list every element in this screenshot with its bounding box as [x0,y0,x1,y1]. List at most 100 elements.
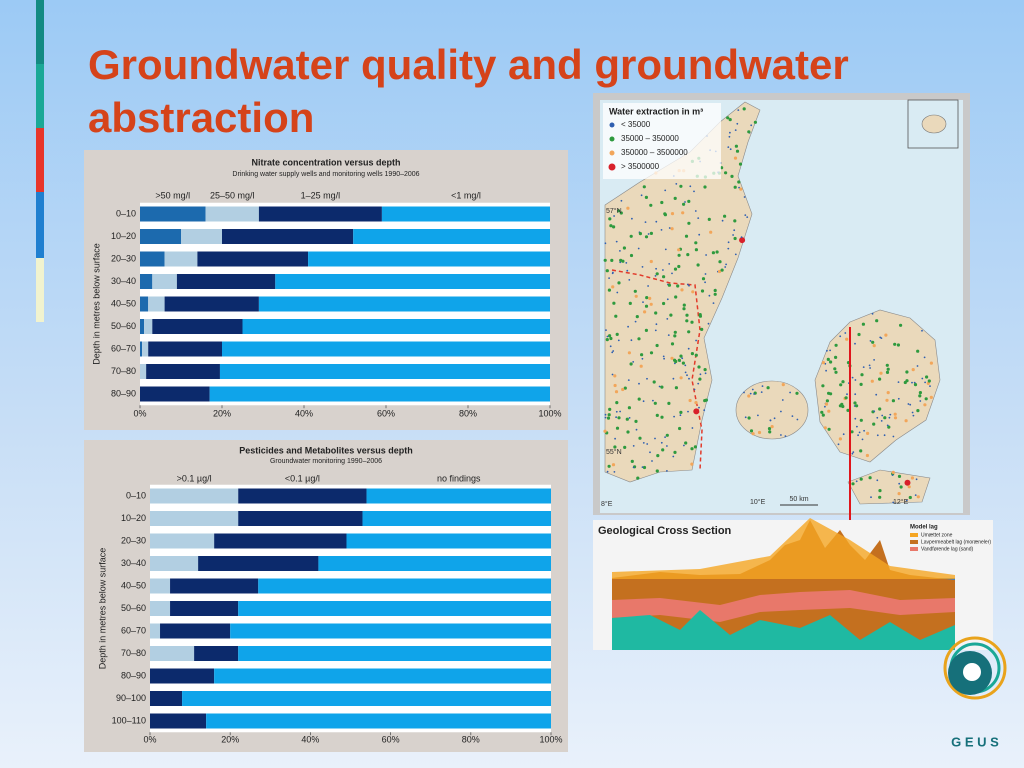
chart-subtitle: Groundwater monitoring 1990–2006 [270,458,382,465]
map-dot [709,230,713,234]
map-dot [634,294,638,298]
map-dot [703,409,706,412]
map-dot [677,358,681,362]
map-dot [749,429,754,433]
map-dot [642,400,645,403]
map-dot [613,383,617,388]
map-dot [713,288,717,293]
lon-label: 8°E [601,500,613,508]
map-dot [860,373,864,377]
map-dot [908,495,912,500]
map-dot [615,332,619,336]
map-dot [891,399,896,403]
map-dot [666,318,669,320]
map-dot [734,253,737,256]
map-dot [727,247,730,250]
map-dot [671,272,673,275]
map-dot [647,233,650,235]
map-dot [884,333,888,337]
map-dot [620,199,623,202]
map-dot [826,349,828,352]
map-dot [639,364,643,368]
map-dot [688,377,690,380]
map-dot [619,258,623,262]
map-dot [729,131,731,134]
bar-segment [366,488,551,504]
logo: G E U S [943,636,1007,749]
map-dot [749,392,752,395]
bar-segment [146,364,220,379]
map-dot [682,202,686,206]
map-dot [827,427,831,431]
map-dot [827,409,831,413]
map-dot [662,269,664,271]
chart-title: Nitrate concentration versus depth [251,157,400,167]
map-dot [626,430,630,434]
map-dot [670,227,674,231]
map-dot [898,482,901,485]
x-tick-label: 60% [382,734,400,744]
map-dot [654,311,658,315]
map-dot [821,413,825,417]
map-dot [905,370,909,374]
map-dot [636,476,640,480]
map-dot [646,443,649,445]
map-dot [916,495,920,499]
y-tick-label: 70–80 [111,366,136,376]
bar-segment [140,296,149,312]
map-dot [613,471,616,473]
map-dot [734,129,737,132]
map-dot [655,413,659,417]
map-dot [612,301,616,305]
map-dot [751,432,755,436]
map-dot [703,185,707,189]
map-dot [885,363,889,367]
map-dot [918,391,923,395]
map-dot [611,351,614,354]
map-dot [713,292,717,296]
land [735,380,809,440]
map-dot [889,413,892,416]
legend-label: 25–50 mg/l [210,190,255,200]
map-dot [693,388,696,391]
map-dot [897,492,901,496]
map-dot [691,427,694,429]
map-dot [637,397,641,401]
map-dot [903,380,907,385]
map-dot [886,367,890,371]
map-dot [753,120,758,124]
map-dot [673,334,677,338]
map-dot [853,401,857,405]
map-dot [795,391,799,395]
map-dot [923,403,927,407]
legend-label: <0.1 µg/l [285,473,320,483]
bar-segment [197,251,309,267]
map-dot [733,236,737,241]
y-tick-label: 10–20 [111,231,136,241]
map-dot [693,445,698,449]
map-dot [683,444,685,447]
map-dot [682,303,686,307]
map-dot [891,474,894,476]
map-dot [820,410,824,414]
map-dot [655,323,658,326]
map-dot [698,233,701,236]
map-dot [685,319,689,323]
x-tick-label: 100% [539,734,562,744]
map-dot [916,349,920,353]
map-dot [893,416,898,420]
map-dot [658,385,661,388]
bar-segment [150,578,171,594]
map-dot [924,397,928,401]
map-dot [757,430,762,435]
map-dot [681,357,684,360]
bar-segment [150,533,215,549]
map-dot [615,416,617,419]
map-dot [630,339,633,342]
bar-segment [381,206,550,222]
map-dot [630,459,634,463]
map-dot [829,360,833,364]
map-dot [612,225,616,229]
y-tick-label: 40–50 [111,298,136,308]
map-dot [623,445,627,449]
